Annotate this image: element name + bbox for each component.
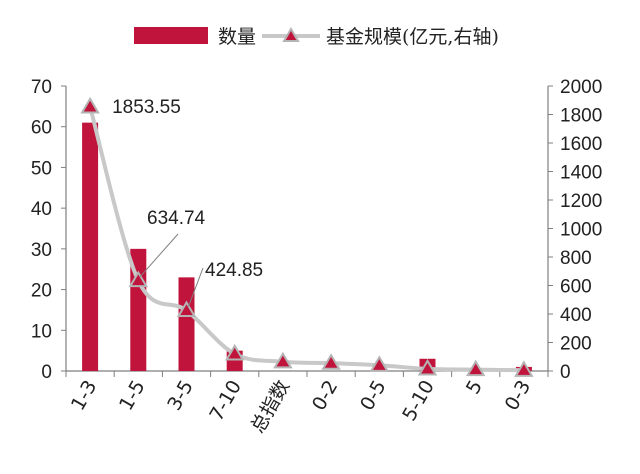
right-tick-label: 1600 bbox=[560, 134, 602, 155]
line-point-3-5 bbox=[176, 300, 197, 318]
left-tick-label: 30 bbox=[31, 240, 52, 261]
line-point-0-5 bbox=[369, 355, 390, 372]
x-tick-label-1-3: 1-3 bbox=[67, 377, 102, 415]
x-tick-label-1-5: 1-5 bbox=[115, 377, 150, 415]
watermark-text: 头条@amaranthcheng bbox=[446, 447, 621, 466]
axes: 0 10 20 30 40 50 60 70 0 200 400 600 800 1000 1200 1400… bbox=[31, 77, 602, 383]
x-tick-label-5: 5 bbox=[462, 377, 487, 398]
legend-bar-swatch bbox=[134, 27, 208, 44]
data-label-1-5: 634.74 bbox=[147, 208, 206, 229]
line-point-1-3 bbox=[80, 96, 100, 114]
leader-line-3-5 bbox=[188, 267, 204, 307]
legend: 数量 基金规模(亿元,右轴) bbox=[134, 26, 499, 48]
leader-line-1-5 bbox=[139, 233, 179, 277]
line-fund-size bbox=[88, 106, 524, 373]
left-tick-label: 10 bbox=[31, 321, 52, 342]
right-tick-label: 1200 bbox=[560, 191, 602, 212]
right-tick-label: 400 bbox=[560, 305, 592, 326]
x-tick-label-3-5: 3-5 bbox=[163, 377, 198, 415]
line-point-1-5 bbox=[128, 270, 149, 288]
data-label-3-5: 424.85 bbox=[205, 260, 263, 281]
x-tick-label-0-3: 0-3 bbox=[501, 377, 536, 415]
right-tick-label: 800 bbox=[560, 248, 592, 269]
right-tick-label: 200 bbox=[560, 334, 592, 355]
x-tick-label-总指数: 总指数 bbox=[247, 377, 295, 437]
right-tick-label: 1400 bbox=[560, 163, 602, 184]
line-series bbox=[80, 96, 534, 377]
right-tick-label: 2000 bbox=[560, 77, 602, 98]
x-tick-label-7-10: 7-10 bbox=[205, 377, 246, 425]
line-point-5 bbox=[465, 359, 486, 377]
line-point-5-10 bbox=[417, 358, 438, 376]
data-labels: 1853.55 634.74 424.85 bbox=[112, 97, 263, 307]
left-tick-label: 60 bbox=[31, 118, 52, 139]
bars bbox=[82, 122, 532, 372]
left-tick-label: 0 bbox=[41, 362, 52, 383]
line-point-7-10 bbox=[224, 343, 245, 361]
right-tick-label: 1000 bbox=[560, 220, 602, 241]
bar-3-5 bbox=[178, 277, 195, 371]
right-tick-label: 600 bbox=[560, 277, 592, 298]
right-tick-label: 1800 bbox=[560, 106, 602, 127]
line-point-0-2 bbox=[321, 353, 341, 370]
x-tick-labels: 1-3 1-5 3-5 7-10 总指数 0-2 0-5 5-10 5 0-3 bbox=[67, 377, 535, 437]
x-tick-label-0-5: 0-5 bbox=[356, 377, 391, 415]
legend-bar-label: 数量 bbox=[218, 26, 256, 48]
x-tick-label-0-2: 0-2 bbox=[308, 377, 343, 415]
left-tick-label: 70 bbox=[31, 77, 52, 98]
data-label-1-3: 1853.55 bbox=[112, 97, 181, 118]
right-tick-label: 0 bbox=[560, 362, 571, 383]
left-tick-label: 20 bbox=[31, 281, 52, 302]
left-tick-label: 40 bbox=[31, 199, 52, 220]
bar-1-3 bbox=[82, 122, 99, 372]
legend-line-marker bbox=[282, 27, 300, 42]
watermark: 头条@amaranthcheng bbox=[446, 447, 621, 466]
x-tick-label-5-10: 5-10 bbox=[398, 377, 439, 425]
left-tick-label: 50 bbox=[31, 158, 52, 179]
legend-line-label: 基金规模(亿元,右轴) bbox=[326, 26, 499, 48]
line-point-总指数 bbox=[273, 351, 293, 369]
line-point-0-3 bbox=[514, 360, 534, 377]
